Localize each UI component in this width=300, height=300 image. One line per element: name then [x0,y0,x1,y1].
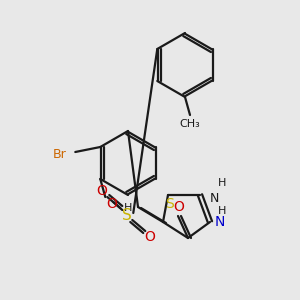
Text: N: N [209,193,219,206]
Text: N: N [215,215,225,229]
Text: O: O [96,184,107,198]
Text: S: S [165,197,173,211]
Text: O: O [106,197,117,211]
Text: H: H [218,206,226,216]
Text: O: O [174,200,184,214]
Text: H: H [124,203,132,213]
Text: Br: Br [52,148,66,160]
Text: H: H [218,178,226,188]
Text: CH₃: CH₃ [180,119,200,129]
Text: S: S [122,208,132,223]
Text: O: O [144,230,155,244]
